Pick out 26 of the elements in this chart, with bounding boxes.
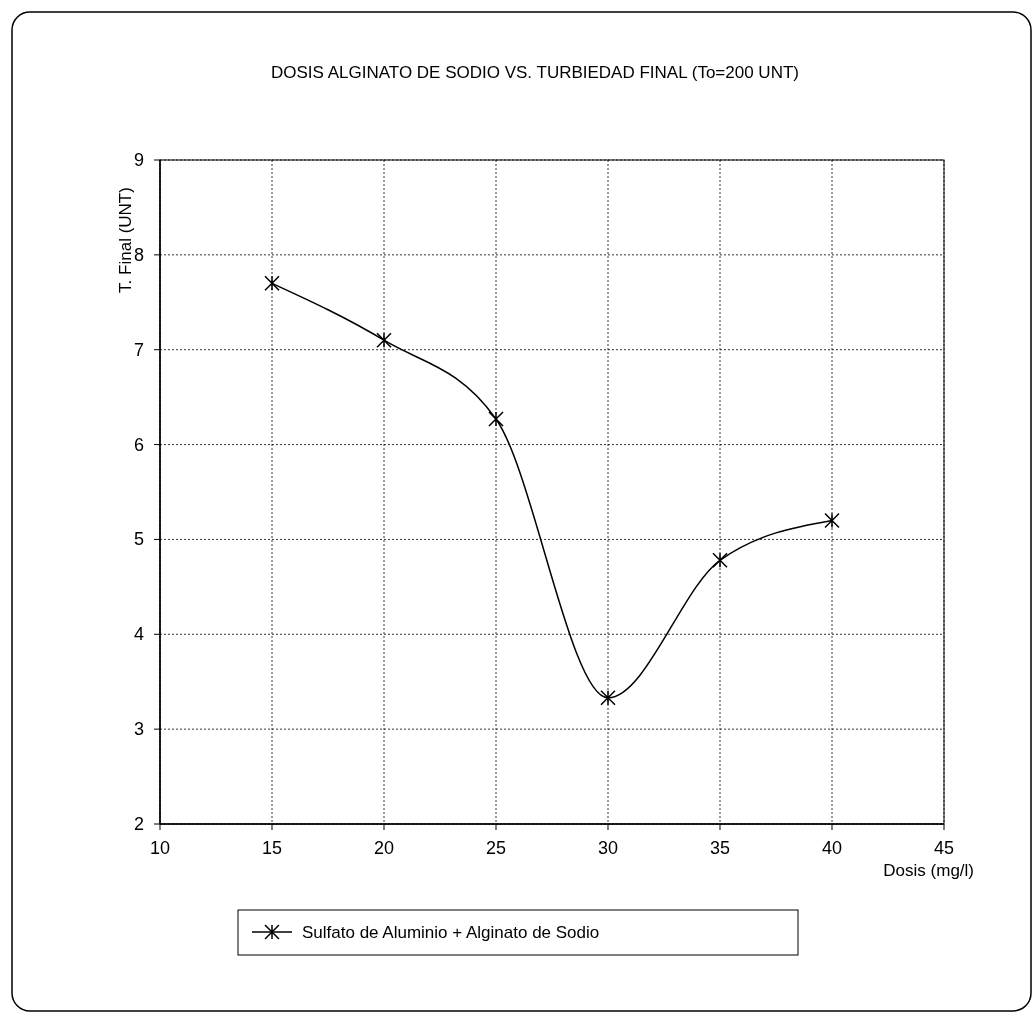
point bbox=[600, 690, 616, 706]
x-tick-label: 40 bbox=[821, 838, 843, 858]
legend-label: Sulfato de Aluminio + Alginato de Sodio bbox=[302, 923, 600, 942]
x-tick-label: 15 bbox=[261, 838, 283, 858]
point bbox=[824, 512, 840, 529]
x-tick-label: 35 bbox=[709, 838, 731, 858]
point bbox=[712, 552, 728, 569]
x-tick-label: 45 bbox=[933, 838, 955, 858]
y-tick-label: 3 bbox=[133, 719, 144, 740]
x-axis-title: Dosis (mg/l) bbox=[883, 861, 974, 880]
y-tick-label: 8 bbox=[133, 244, 144, 265]
y-tick-label: 2 bbox=[133, 814, 144, 834]
y-tick-label: 5 bbox=[133, 529, 144, 550]
x-tick-label: 25 bbox=[485, 838, 507, 858]
chart-title: DOSIS ALGINATO DE SODIO VS. TURBIEDAD FINAL (To=200 UNT) bbox=[271, 63, 799, 82]
y-tick-label: 9 bbox=[133, 150, 144, 170]
point bbox=[488, 411, 504, 427]
x-tick-label: 30 bbox=[597, 838, 619, 858]
point bbox=[376, 332, 392, 348]
y-tick-label: 4 bbox=[133, 624, 144, 645]
x-tick-label: 20 bbox=[373, 838, 395, 858]
point bbox=[264, 275, 280, 292]
y-tick-label: 6 bbox=[133, 434, 144, 455]
y-axis-title: T. Final (UNT) bbox=[116, 187, 135, 293]
x-tick-label: 10 bbox=[149, 838, 171, 858]
y-tick-label: 7 bbox=[133, 339, 144, 360]
